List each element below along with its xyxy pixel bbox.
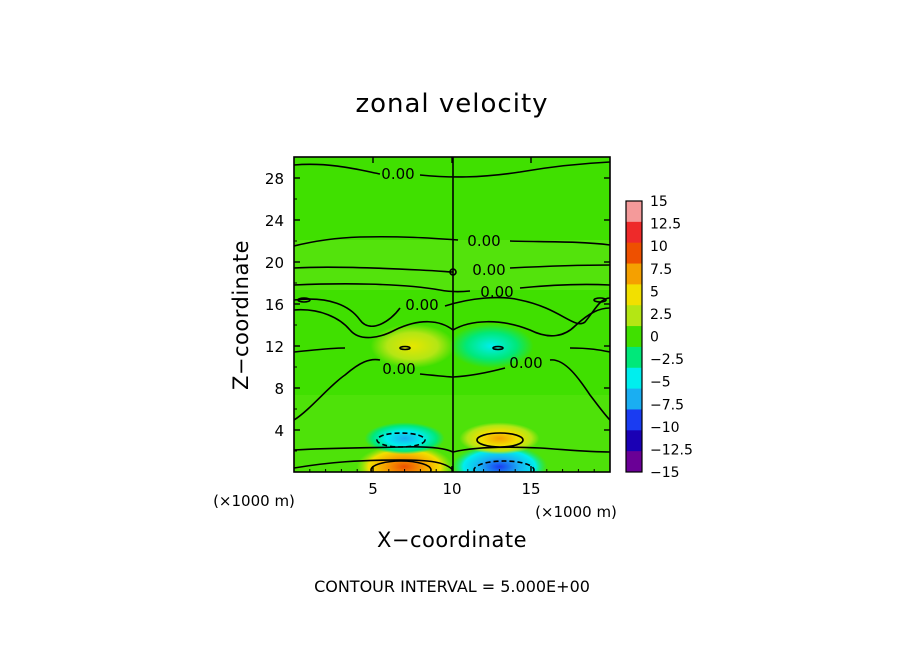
y-tick-label: 20: [265, 254, 284, 272]
contour-label: 0.00: [472, 261, 505, 279]
contour-loop: [399, 345, 411, 351]
contour-line: [294, 161, 610, 178]
colorbar-tick-label: 5: [650, 284, 659, 300]
colorbar-tick-label: 15: [650, 194, 668, 210]
colorbar-tick-label: −5: [650, 375, 671, 391]
colorbar-swatch: [626, 201, 642, 223]
colorbar-tick-label: −12.5: [650, 442, 693, 458]
chart-title: zonal velocity: [355, 89, 548, 119]
colorbar-swatch: [626, 409, 642, 431]
colorbar-swatch: [626, 367, 642, 390]
colorbar-swatch: [626, 346, 642, 369]
colorbar-tick-label: 2.5: [650, 307, 672, 323]
shading-band-upper: [294, 240, 610, 290]
x-unit-left: (×1000 m): [213, 492, 295, 510]
colorbar-swatch: [626, 221, 642, 244]
contour-loop: [370, 460, 432, 472]
colorbar-tick-label: −10: [650, 420, 680, 436]
colorbar-swatch: [626, 326, 642, 348]
velocity-extremum: [370, 324, 455, 368]
contour-label: 0.00: [480, 283, 513, 301]
colorbar-tick-label: 10: [650, 239, 668, 255]
colorbar-tick-label: 12.5: [650, 217, 681, 233]
contour-label: 0.00: [405, 296, 438, 314]
y-tick-label: 24: [265, 212, 284, 230]
x-tick-label: 15: [521, 480, 540, 498]
velocity-extremum: [459, 422, 540, 455]
contour-loop: [593, 297, 607, 303]
colorbar-swatch: [626, 430, 642, 452]
y-tick-label: 4: [274, 422, 284, 440]
y-tick-label: 12: [265, 338, 284, 356]
colorbar-frame: [625, 200, 643, 473]
colorbar: 15 12.5 10 7.5 5 2.5 0 −2.5 −5 −7.5 −10 −12.5 −15: [625, 194, 693, 481]
y-tick-label: 16: [265, 296, 284, 314]
shading-band-lower: [294, 395, 610, 472]
contour-interval-note: CONTOUR INTERVAL = 5.000E+00: [314, 577, 590, 596]
contour-label: 0.00: [382, 360, 415, 378]
plot-area: 0.00 0.00 0.00 0.00 0.00 0.00 0.00: [294, 157, 610, 472]
colorbar-tick-label: 7.5: [650, 262, 672, 278]
x-unit-right: (×1000 m): [535, 503, 617, 521]
velocity-extremum: [364, 422, 445, 455]
x-axis-label: X−coordinate: [377, 528, 527, 552]
colorbar-swatch: [626, 305, 642, 327]
contour-line: [452, 446, 610, 453]
contour-line: [294, 283, 610, 293]
contour-line: [294, 264, 610, 273]
colorbar-swatch: [626, 263, 642, 285]
contour-loop: [449, 268, 457, 276]
contour-label: 0.00: [381, 165, 414, 183]
colorbar-swatch: [626, 284, 642, 306]
colorbar-tick-label: 0: [650, 330, 659, 346]
contour-label: 0.00: [509, 354, 542, 372]
contour-line: [294, 347, 610, 353]
x-tick-label: 10: [442, 480, 461, 498]
y-tick-label: 8: [274, 380, 284, 398]
contour-line: [294, 296, 610, 327]
contour-label: 0.00: [467, 232, 500, 250]
contour-line: [294, 235, 610, 247]
colorbar-tick-label: −15: [650, 465, 680, 481]
contour-loop: [492, 345, 504, 351]
velocity-extremum: [451, 444, 548, 472]
y-axis-label: Z−coordinate: [229, 240, 253, 390]
contour-loop: [376, 432, 426, 448]
y-tick-label: 28: [265, 170, 284, 188]
colorbar-swatch: [626, 242, 642, 265]
colorbar-swatch: [626, 388, 642, 410]
x-tick-label: 5: [368, 480, 378, 498]
velocity-extremum: [449, 324, 534, 368]
contour-loop: [473, 460, 535, 472]
colorbar-tick-label: −2.5: [650, 352, 684, 368]
contour-loop: [297, 297, 311, 303]
contour-line: [294, 459, 454, 471]
contour-loop: [476, 432, 524, 448]
colorbar-tick-label: −7.5: [650, 397, 684, 413]
velocity-extremum: [356, 444, 453, 472]
colorbar-swatch: [626, 451, 642, 473]
